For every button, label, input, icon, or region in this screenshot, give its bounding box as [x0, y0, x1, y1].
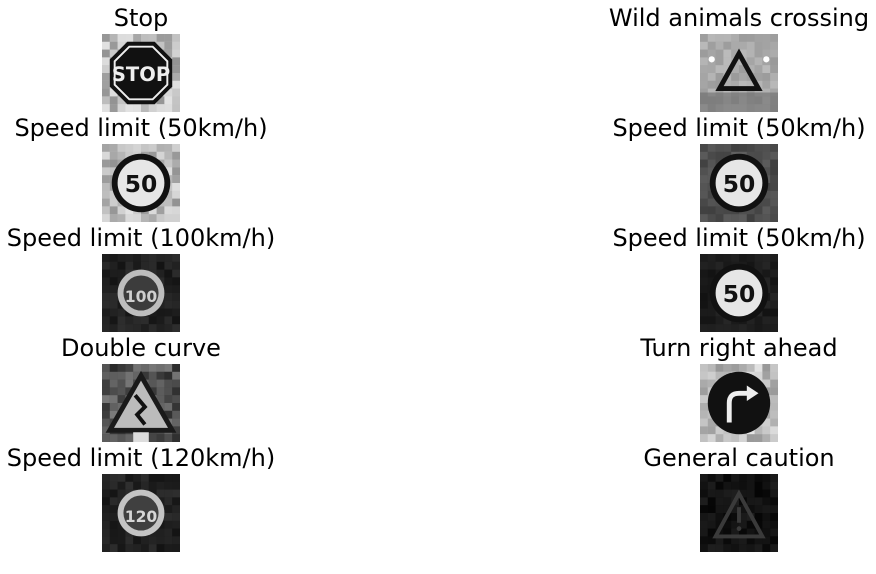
stop-sign-icon: STOP: [102, 34, 180, 112]
sign-cell: Speed limit (50km/h) 50: [589, 223, 876, 333]
sign-title: Double curve: [61, 334, 221, 362]
sign-cell: Double curve: [0, 333, 291, 443]
sign-cell: Speed limit (50km/h) 50: [589, 113, 876, 223]
sign-title: Turn right ahead: [640, 334, 838, 362]
speed-limit-50-sign-icon: 50: [700, 254, 778, 332]
sign-cell: Speed limit (50km/h) 50: [0, 113, 291, 223]
sign-title: Speed limit (50km/h): [14, 114, 268, 142]
speed-limit-50-sign-icon: 50: [700, 144, 778, 222]
sign-cell: Wild animals crossing: [589, 3, 876, 113]
svg-text:120: 120: [125, 508, 158, 526]
wild-animals-crossing-sign-icon: [700, 34, 778, 112]
sign-title: Speed limit (50km/h): [612, 114, 866, 142]
turn-right-ahead-sign-icon: [700, 364, 778, 442]
svg-text:50: 50: [723, 280, 756, 308]
sign-title: Stop: [113, 4, 169, 32]
speed-limit-120-sign-icon: 120: [102, 474, 180, 552]
general-caution-sign-icon: [700, 474, 778, 552]
svg-text:100: 100: [125, 288, 158, 306]
sign-cell: Speed limit (120km/h) 120: [0, 443, 291, 553]
sign-title: Wild animals crossing: [608, 4, 870, 32]
speed-limit-100-sign-icon: 100: [102, 254, 180, 332]
sign-title: Speed limit (120km/h): [6, 444, 276, 472]
double-curve-sign-icon: [102, 364, 180, 442]
speed-limit-50-sign-icon: 50: [102, 144, 180, 222]
sign-cell: Stop STOP: [0, 3, 291, 113]
svg-text:50: 50: [723, 170, 756, 198]
sign-cell: Turn right ahead: [589, 333, 876, 443]
sign-cell: Speed limit (100km/h) 100: [0, 223, 291, 333]
sign-cell: General caution: [589, 443, 876, 553]
sign-title: General caution: [643, 444, 835, 472]
svg-text:50: 50: [125, 170, 158, 198]
sign-title: Speed limit (100km/h): [6, 224, 276, 252]
svg-text:STOP: STOP: [112, 63, 170, 86]
sign-title: Speed limit (50km/h): [612, 224, 866, 252]
